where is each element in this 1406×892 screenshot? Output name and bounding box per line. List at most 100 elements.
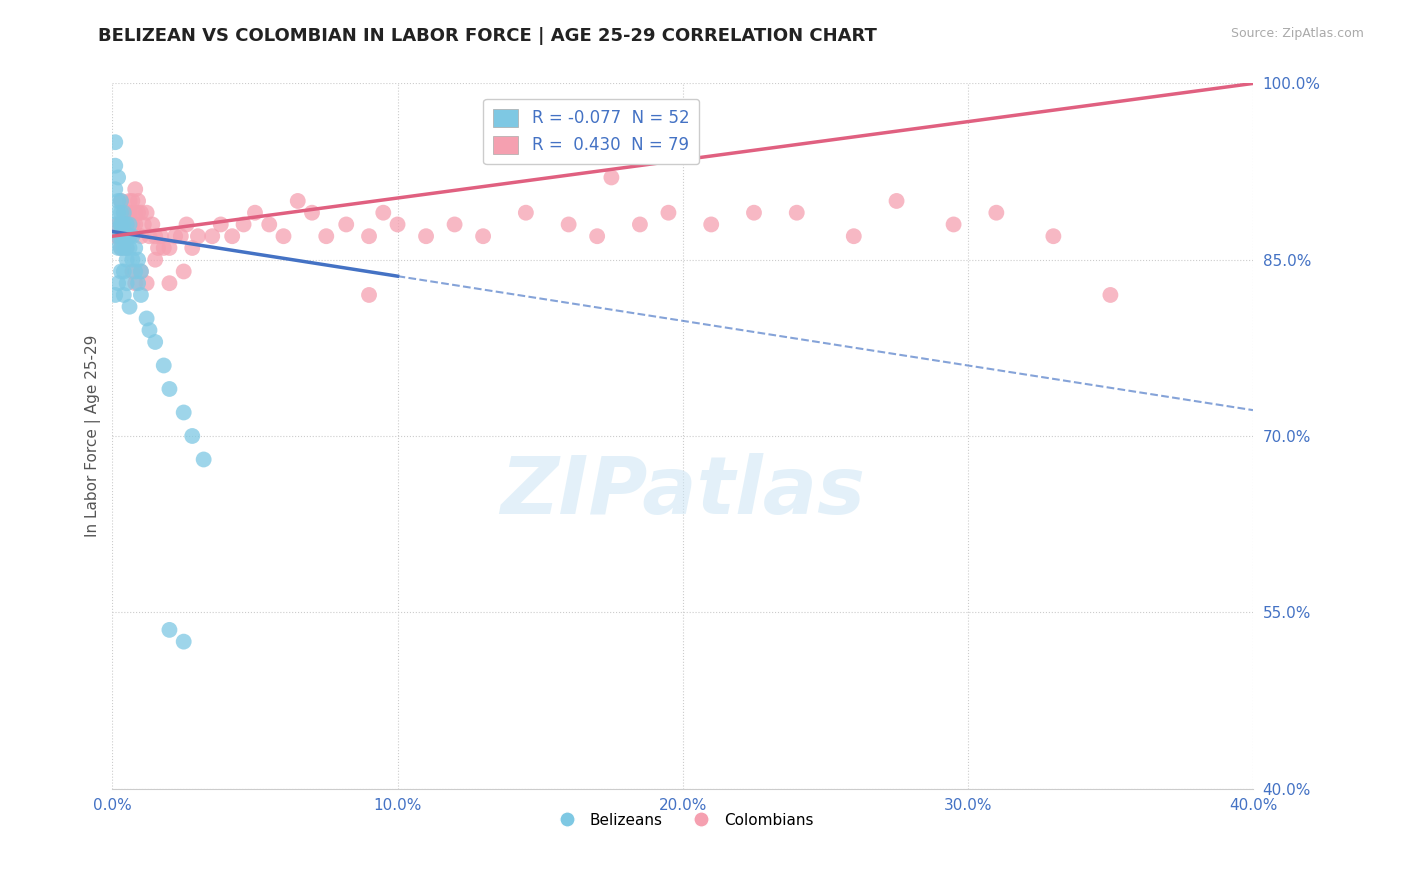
Point [273,229,295,244]
Point [115,229,138,244]
Point [842,229,865,244]
Point [107,170,129,185]
Point [173,405,195,419]
Point [600,170,623,185]
Point [112,229,135,244]
Point [387,218,409,232]
Point [104,182,127,196]
Point [129,229,152,244]
Point [115,218,138,232]
Text: Source: ZipAtlas.com: Source: ZipAtlas.com [1230,27,1364,40]
Point [127,205,149,219]
Point [127,194,149,208]
Point [1099,288,1122,302]
Point [201,229,224,244]
Point [112,264,135,278]
Point [124,241,146,255]
Point [124,277,146,291]
Point [138,323,160,337]
Point [121,229,143,244]
Point [118,205,141,219]
Point [115,241,138,255]
Point [700,218,723,232]
Point [143,229,166,244]
Point [132,218,155,232]
Point [110,229,132,244]
Point [110,218,132,232]
Point [986,205,1008,219]
Point [135,205,157,219]
Point [187,229,209,244]
Point [315,229,337,244]
Point [118,194,141,208]
Point [118,300,141,314]
Point [181,429,204,443]
Point [118,229,141,244]
Point [152,359,174,373]
Point [232,218,254,232]
Point [110,241,132,255]
Point [141,218,163,232]
Point [786,205,808,219]
Point [193,452,215,467]
Point [373,205,395,219]
Point [243,205,266,219]
Point [181,241,204,255]
Point [107,229,129,244]
Point [112,205,135,219]
Point [257,218,280,232]
Text: BELIZEAN VS COLOMBIAN IN LABOR FORCE | AGE 25-29 CORRELATION CHART: BELIZEAN VS COLOMBIAN IN LABOR FORCE | A… [98,27,877,45]
Point [152,241,174,255]
Point [104,218,127,232]
Point [115,252,138,267]
Point [129,264,152,278]
Point [107,205,129,219]
Point [1042,229,1064,244]
Point [221,229,243,244]
Point [146,241,169,255]
Point [515,205,537,219]
Point [173,634,195,648]
Point [170,229,193,244]
Point [121,252,143,267]
Point [112,218,135,232]
Point [335,218,357,232]
Point [104,229,127,244]
Point [107,241,129,255]
Point [112,218,135,232]
Point [165,229,187,244]
Point [129,264,152,278]
Text: ZIPatlas: ZIPatlas [501,453,865,532]
Point [143,334,166,349]
Point [112,229,135,244]
Point [159,623,181,637]
Point [107,218,129,232]
Point [115,277,138,291]
Point [104,135,127,149]
Point [107,277,129,291]
Point [127,277,149,291]
Point [942,218,965,232]
Point [110,218,132,232]
Point [143,252,166,267]
Point [110,229,132,244]
Point [121,194,143,208]
Point [357,288,380,302]
Point [118,229,141,244]
Point [115,241,138,255]
Point [110,194,132,208]
Point [287,194,309,208]
Point [110,205,132,219]
Point [209,218,232,232]
Point [742,205,765,219]
Point [110,194,132,208]
Point [557,218,579,232]
Point [586,229,609,244]
Point [657,205,679,219]
Point [110,241,132,255]
Point [173,264,195,278]
Point [107,194,129,208]
Point [115,229,138,244]
Point [443,218,465,232]
Point [129,288,152,302]
